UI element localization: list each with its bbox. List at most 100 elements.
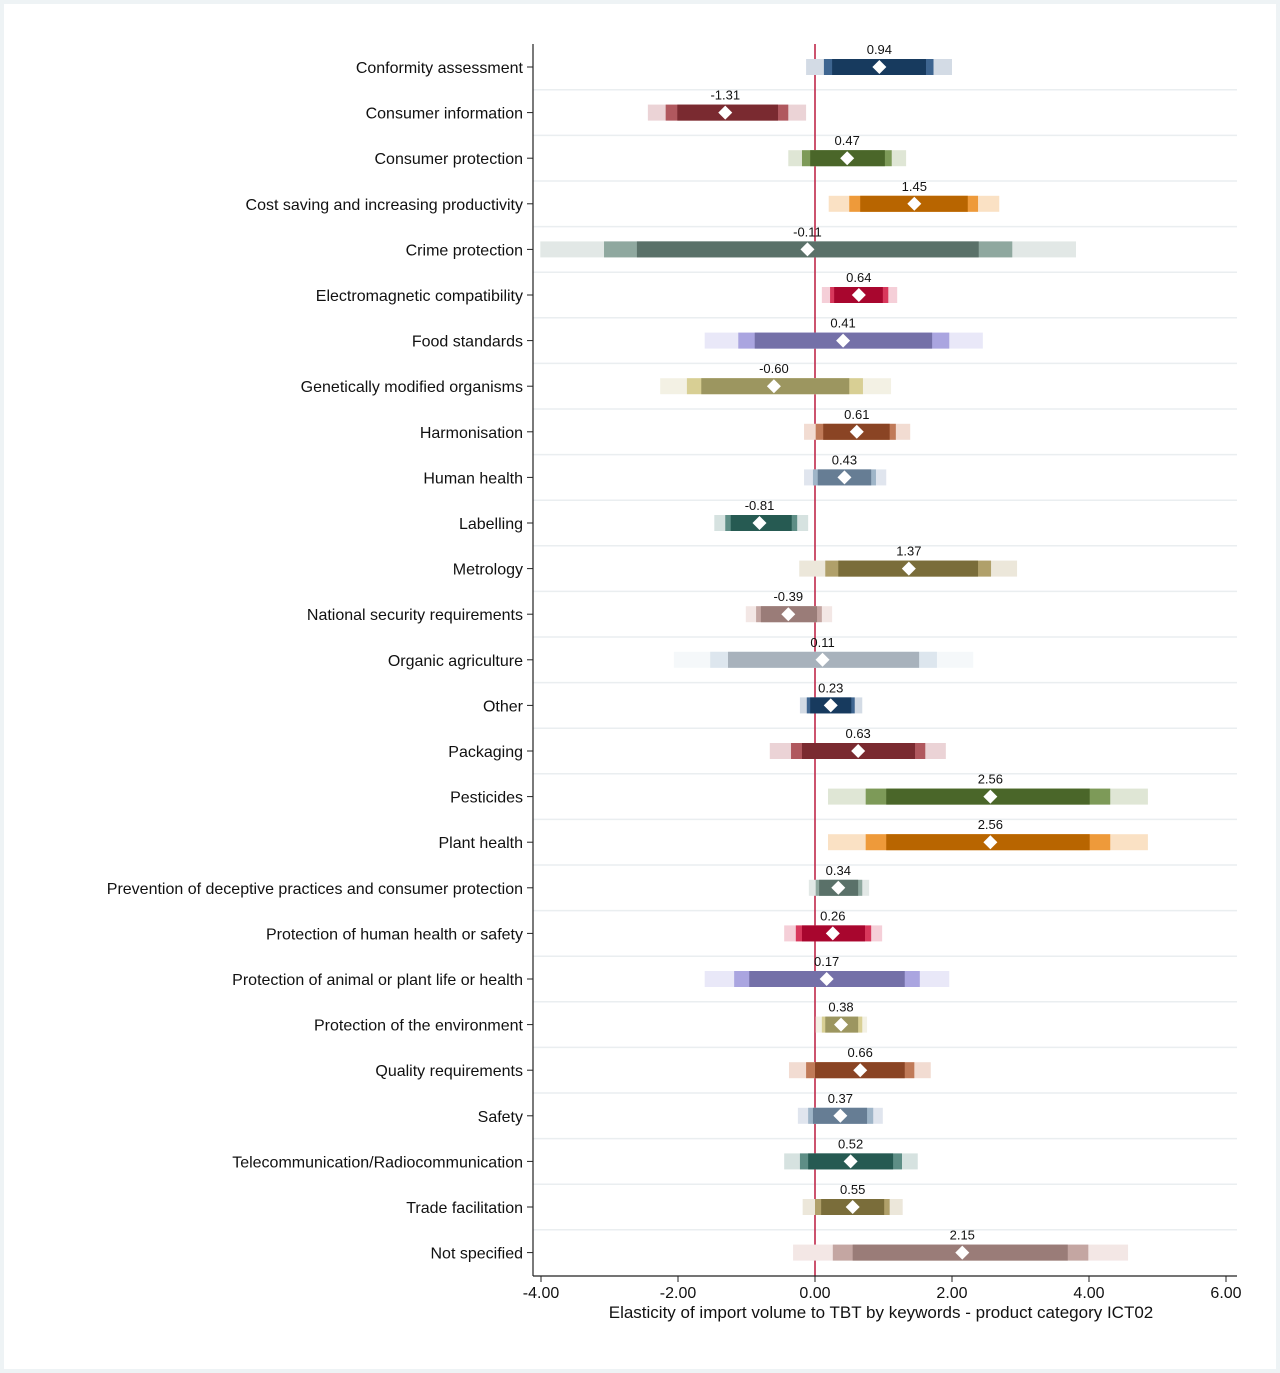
estimate-data-label: 2.15 [950,1228,975,1243]
y-axis: Conformity assessment Consumer informatio… [107,44,534,1276]
estimate-data-label: 0.26 [820,908,845,923]
y-tick-label: Trade facilitation [406,1200,523,1217]
row-protection-of-animal-or-plant-life-or-health: 0.17 [704,954,950,987]
estimate-data-label: 0.52 [838,1136,863,1151]
row-prevention-of-deceptive-practices-and-consumer-protection: 0.34 [808,863,870,896]
y-tick-label: Consumer protection [374,151,523,168]
estimate-diamond-marker [766,379,781,394]
row-consumer-information: -1.31 [647,88,807,121]
row-genetically-modified-organisms: -0.60 [660,361,892,395]
y-tick-label: Human health [423,470,523,487]
estimate-diamond-marker [834,1017,849,1032]
x-tick-label: 0.00 [799,1285,830,1302]
row-packaging: 0.63 [769,726,946,759]
estimate-data-label: -0.81 [745,498,775,513]
estimate-diamond-marker [851,288,866,302]
y-tick-label: National security requirements [307,607,523,624]
estimate-data-label: 0.17 [814,954,839,969]
row-safety: 0.37 [797,1091,883,1124]
estimate-diamond-marker [901,561,916,576]
x-tick-label: -2.00 [660,1285,697,1302]
estimate-diamond-marker [825,926,840,941]
y-tick-label: Other [483,698,524,715]
estimate-diamond-marker [781,607,796,622]
row-trade-facilitation: 0.55 [802,1182,903,1215]
estimate-data-label: 0.41 [830,316,855,331]
estimate-diamond-marker [955,1245,970,1260]
y-tick-label: Organic agriculture [388,653,523,670]
y-tick-label: Consumer information [366,106,523,123]
estimate-diamond-marker [833,1108,848,1123]
row-metrology: 1.37 [799,544,1018,577]
estimate-diamond-marker [823,698,838,713]
forest-chart: 0.94 -1.31 0.47 1.45 -0.11 0.64 0.41 -0.60 0.61 0… [107,42,1242,1322]
y-tick-label: Crime protection [406,242,523,259]
y-tick-label: Quality requirements [375,1063,523,1080]
row-protection-of-the-environment: 0.38 [815,1000,868,1033]
x-axis: -4.00 -2.00 0.00 2.00 4.00 6.00 [523,1275,1242,1302]
estimate-diamond-marker [831,880,846,895]
estimate-diamond-marker [840,151,855,166]
estimate-diamond-marker [983,789,998,804]
estimate-diamond-marker [819,972,834,986]
estimate-diamond-marker [815,652,830,667]
row-not-specified: 2.15 [793,1228,1129,1261]
estimate-data-label: 0.37 [828,1091,853,1106]
estimate-data-label: 0.63 [845,726,870,741]
row-other: 0.23 [799,680,863,714]
y-tick-label: Metrology [453,562,523,579]
y-tick-label: Electromagnetic compatibility [316,288,523,305]
row-plant-health: 2.56 [828,817,1148,851]
y-tick-label: Pesticides [450,790,523,807]
estimate-diamond-marker [872,60,887,74]
row-crime-protection: -0.11 [540,224,1076,258]
row-electromagnetic-compatibility: 0.64 [821,270,898,303]
x-tick-label: 6.00 [1210,1285,1241,1302]
estimate-data-label: 0.38 [828,1000,853,1015]
estimate-diamond-marker [836,333,851,348]
y-tick-label: Food standards [412,334,523,351]
row-organic-agriculture: 0.11 [673,635,974,668]
y-tick-label: Plant health [438,835,523,852]
y-tick-label: Protection of human health or safety [266,926,523,943]
estimate-data-label: 0.34 [826,863,851,878]
row-national-security-requirements: -0.39 [745,589,833,623]
estimate-data-label: 0.94 [867,42,892,57]
row-harmonisation: 0.61 [804,407,911,440]
estimate-data-label: 1.45 [902,179,927,194]
y-tick-label: Protection of animal or plant life or he… [232,972,523,989]
estimate-data-label: 0.64 [846,270,871,285]
gridlines [533,89,1237,1231]
row-pesticides: 2.56 [828,772,1148,805]
estimate-data-label: 2.56 [978,817,1003,832]
estimate-data-label: 0.55 [840,1182,865,1197]
y-tick-label: Protection of the environment [314,1018,524,1035]
y-tick-label: Prevention of deceptive practices and co… [107,881,523,898]
estimate-diamond-marker [800,242,815,257]
y-tick-label: Telecommunication/Radiocommunication [232,1154,523,1171]
estimate-data-label: -0.60 [759,361,789,376]
x-axis-label: Elasticity of import volume to TBT by ke… [609,1303,1154,1322]
estimate-data-label: 2.56 [978,772,1003,787]
row-conformity-assessment: 0.94 [806,42,952,75]
estimate-diamond-marker [837,470,852,485]
estimate-diamond-marker [843,1154,858,1169]
y-tick-label: Safety [478,1109,523,1126]
x-tick-label: 4.00 [1073,1285,1104,1302]
estimate-data-label: 0.47 [835,133,860,148]
row-cost-saving-and-increasing-productivity: 1.45 [828,179,1000,212]
estimate-diamond-marker [718,105,733,120]
y-tick-label: Labelling [459,516,523,533]
estimate-data-label: 0.43 [832,452,857,467]
row-food-standards: 0.41 [704,316,983,349]
interval-bands: 0.94 -1.31 0.47 1.45 -0.11 0.64 0.41 -0.60 0.61 0… [540,42,1148,1276]
row-human-health: 0.43 [804,452,887,486]
x-tick-label: -4.00 [523,1285,560,1302]
estimate-diamond-marker [845,1200,860,1214]
estimate-diamond-marker [752,516,767,530]
estimate-data-label: 0.11 [810,635,834,650]
x-tick-label: 2.00 [936,1285,967,1302]
row-telecommunication-radiocommunication: 0.52 [784,1136,918,1170]
estimate-diamond-marker [851,744,866,758]
estimate-diamond-marker [849,424,864,439]
